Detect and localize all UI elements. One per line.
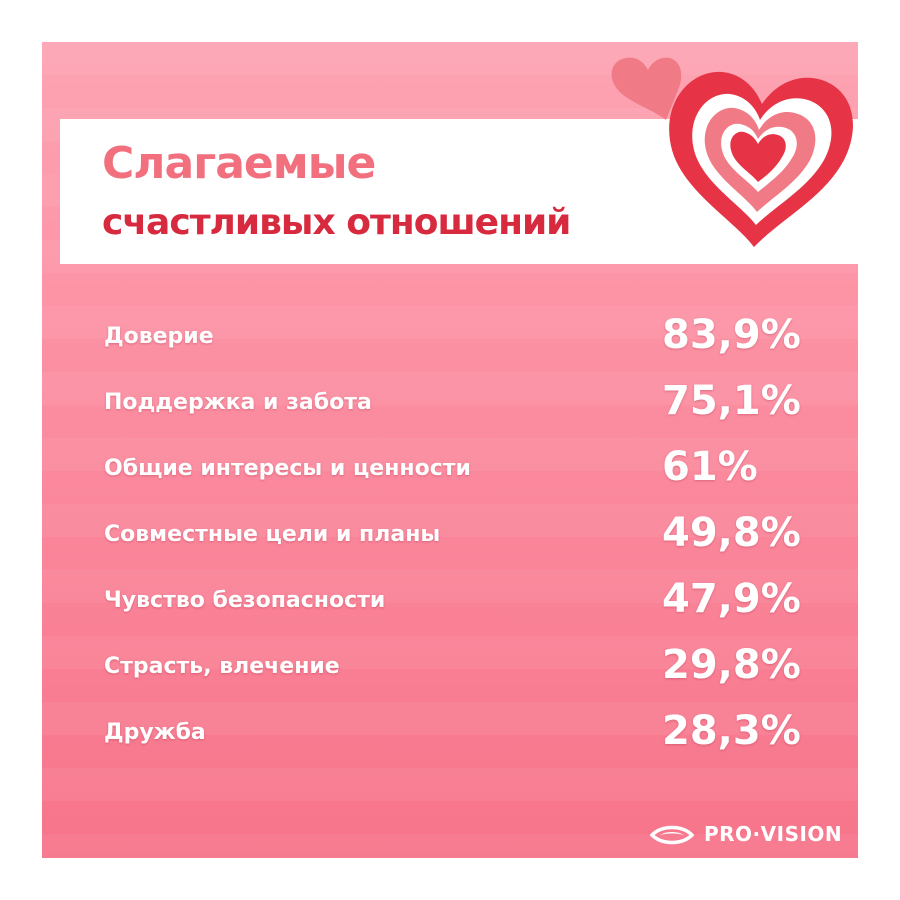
brand-logo: PRO·VISION: [650, 820, 850, 850]
list-item: Страсть, влечение 29,8%: [104, 642, 804, 702]
infographic-card: Слагаемые счастливых отношений Доверие 8…: [42, 42, 858, 858]
item-value: 75,1%: [662, 378, 801, 424]
title-line-1: Слагаемые: [102, 138, 376, 189]
item-label: Общие интересы и ценности: [104, 456, 471, 481]
small-heart-icon: [611, 57, 682, 120]
item-label: Поддержка и забота: [104, 390, 372, 415]
item-label: Совместные цели и планы: [104, 522, 441, 547]
item-value: 47,9%: [662, 576, 801, 622]
list-item: Доверие 83,9%: [104, 312, 804, 372]
hearts-decoration: [611, 57, 853, 247]
item-label: Доверие: [104, 324, 214, 349]
item-value: 29,8%: [662, 642, 801, 688]
item-value: 83,9%: [662, 312, 801, 358]
list-item: Дружба 28,3%: [104, 708, 804, 768]
item-label: Чувство безопасности: [104, 588, 386, 613]
eye-icon: [650, 825, 694, 845]
list-item: Чувство безопасности 47,9%: [104, 576, 804, 636]
title-line-2: счастливых отношений: [102, 202, 571, 243]
item-value: 61%: [662, 444, 758, 490]
item-label: Страсть, влечение: [104, 654, 340, 679]
list-item: Общие интересы и ценности 61%: [104, 444, 804, 504]
list-item: Поддержка и забота 75,1%: [104, 378, 804, 438]
item-label: Дружба: [104, 720, 206, 745]
item-value: 49,8%: [662, 510, 801, 556]
large-heart-icon: [669, 71, 853, 247]
item-value: 28,3%: [662, 708, 801, 754]
list-item: Совместные цели и планы 49,8%: [104, 510, 804, 570]
brand-name: PRO·VISION: [704, 822, 843, 846]
